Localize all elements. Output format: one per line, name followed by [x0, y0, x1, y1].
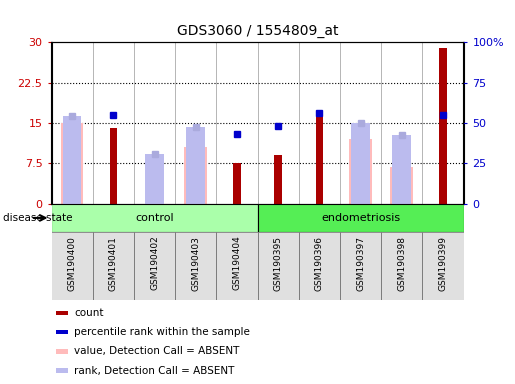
Text: GSM190396: GSM190396 [315, 236, 324, 291]
Bar [134, 232, 175, 300]
Bar [349, 139, 372, 204]
Text: GSM190400: GSM190400 [67, 236, 77, 291]
Text: GSM190404: GSM190404 [232, 236, 242, 290]
Bar [258, 204, 464, 232]
Bar [258, 232, 299, 300]
Bar [56, 368, 68, 373]
Bar [422, 232, 464, 300]
Text: disease state: disease state [3, 213, 72, 223]
Text: count: count [74, 308, 104, 318]
Text: GSM190401: GSM190401 [109, 236, 118, 291]
Bar [184, 147, 207, 204]
Bar [93, 232, 134, 300]
Text: GSM190397: GSM190397 [356, 236, 365, 291]
Title: GDS3060 / 1554809_at: GDS3060 / 1554809_at [177, 25, 338, 38]
Bar [56, 330, 68, 334]
Text: rank, Detection Call = ABSENT: rank, Detection Call = ABSENT [74, 366, 234, 376]
Text: endometriosis: endometriosis [321, 213, 400, 223]
Bar [351, 123, 370, 204]
Text: GSM190398: GSM190398 [397, 236, 406, 291]
Bar [392, 135, 411, 204]
Text: GSM190399: GSM190399 [438, 236, 448, 291]
Bar [340, 232, 381, 300]
Bar [233, 163, 241, 204]
Bar [439, 48, 447, 204]
Bar [390, 167, 413, 204]
Text: GSM190395: GSM190395 [273, 236, 283, 291]
Bar [52, 204, 258, 232]
Text: value, Detection Call = ABSENT: value, Detection Call = ABSENT [74, 346, 239, 356]
Bar [56, 349, 68, 354]
Bar [145, 154, 164, 204]
Text: GSM190402: GSM190402 [150, 236, 159, 290]
Text: control: control [135, 213, 174, 223]
Bar [56, 311, 68, 315]
Bar [52, 232, 93, 300]
Bar [175, 232, 216, 300]
Bar [299, 232, 340, 300]
Bar [186, 127, 205, 204]
Text: GSM190403: GSM190403 [191, 236, 200, 291]
Bar [316, 112, 323, 204]
Bar [110, 128, 117, 204]
Bar [61, 123, 83, 204]
Text: percentile rank within the sample: percentile rank within the sample [74, 327, 250, 337]
Bar [381, 232, 422, 300]
Bar [274, 155, 282, 204]
Bar [216, 232, 258, 300]
Bar [63, 116, 81, 204]
